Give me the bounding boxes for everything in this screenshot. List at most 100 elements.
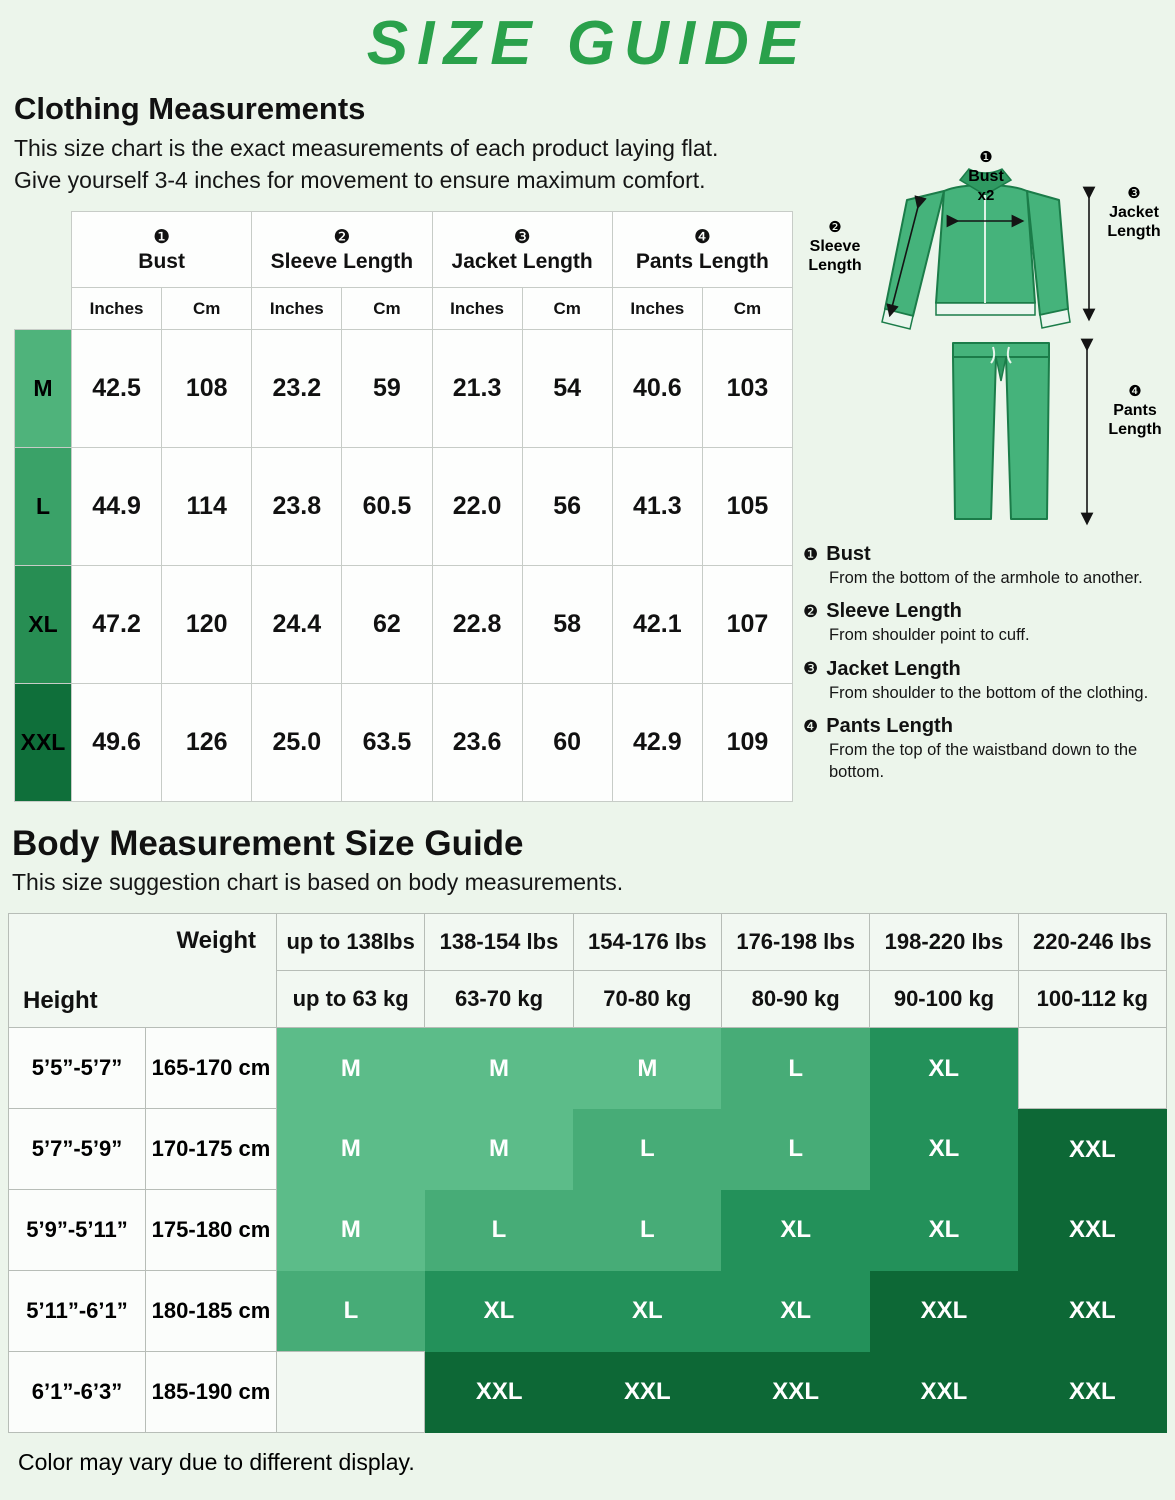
measurement-cell: 120 — [161, 565, 253, 685]
measurement-cell: 58 — [521, 565, 613, 685]
unit-header: Cm — [161, 287, 253, 331]
clothing-row-xl: XL 47.2 120 24.4 62 22.8 58 42.1 107 — [14, 565, 794, 685]
clothing-row-xxl: XXL 49.6 126 25.0 63.5 23.6 60 42.9 109 — [14, 683, 794, 803]
column-group-label: Pants Length — [635, 249, 769, 273]
measurement-cell: 42.9 — [611, 683, 703, 803]
column-group-bust: ❶ Bust — [70, 211, 253, 289]
column-group-label: Jacket Length — [451, 249, 593, 273]
measurement-cell: 62 — [341, 565, 433, 685]
legend-description: From shoulder point to cuff. — [829, 626, 1030, 645]
size-recommendation-cell: XL — [869, 1027, 1019, 1109]
clothing-measurements-section: Clothing Measurements This size chart is… — [0, 79, 1175, 803]
size-recommendation-cell: M — [276, 1108, 425, 1190]
unit-header: Inches — [70, 287, 163, 331]
measurement-cell: 25.0 — [251, 683, 343, 803]
size-recommendation-cell: L — [573, 1108, 722, 1190]
column-group-label: Bust — [138, 249, 185, 273]
size-recommendation-cell — [1017, 1027, 1168, 1110]
unit-header-row: Inches Cm Inches Cm Inches Cm Inches Cm — [15, 287, 794, 331]
pants-callout-label: Pants Length — [1108, 402, 1162, 438]
height-cm-cell: 165-170 cm — [145, 1027, 277, 1110]
legend-description: From the top of the waistband down to th… — [829, 741, 1138, 781]
jacket-length-callout: ❸ Jacket Length — [1099, 185, 1169, 241]
measurement-cell: 42.5 — [70, 329, 163, 449]
weight-header-kg: 80-90 kg — [720, 970, 871, 1029]
size-label: M — [14, 329, 72, 449]
column-group-jacket-length: ❸ Jacket Length — [431, 211, 613, 289]
clothing-row-m: M 42.5 108 23.2 59 21.3 54 40.6 103 — [14, 329, 794, 449]
legend-item-sleeve-length: ❷ Sleeve Length From shoulder point to c… — [803, 600, 1171, 646]
clothing-description-line1: This size chart is the exact measurement… — [14, 135, 719, 161]
legend-title: Pants Length — [826, 715, 953, 738]
legend-item-pants-length: ❹ Pants Length From the top of the waist… — [803, 715, 1171, 783]
unit-header: Inches — [251, 287, 343, 331]
height-cm-cell: 180-185 cm — [145, 1270, 277, 1353]
measurement-cell: 56 — [521, 447, 613, 567]
clothing-measurements-table: ❶ Bust ❷ Sleeve Length ❸ Jacket Length — [14, 211, 794, 803]
size-label: L — [14, 447, 72, 567]
weight-header-lbs: 176-198 lbs — [720, 913, 871, 972]
jacket-callout-label: Jacket Length — [1107, 204, 1161, 240]
body-row: 6’1”-6’3” 185-190 cm XXL XXL XXL XXL XXL — [8, 1351, 1167, 1434]
size-recommendation-cell: XXL — [573, 1351, 722, 1433]
size-recommendation-cell: XXL — [1018, 1270, 1167, 1352]
badge-4-icon: ❹ — [803, 716, 819, 736]
height-ft-cell: 5’9”-5’11” — [8, 1189, 146, 1272]
badge-1-icon: ❶ — [979, 149, 993, 166]
measurement-cell: 23.8 — [251, 447, 343, 567]
unit-header: Inches — [431, 287, 523, 331]
measurement-cell: 60 — [521, 683, 613, 803]
height-cm-cell: 185-190 cm — [145, 1351, 277, 1434]
measurement-cell: 49.6 — [70, 683, 163, 803]
measurement-cell: 54 — [521, 329, 613, 449]
garment-diagram: ❶ Bust x2 ❷ Sleeve Length ❸ Jacket Lengt… — [803, 133, 1171, 535]
weight-header-lbs: 220-246 lbs — [1017, 913, 1168, 972]
badge-3-icon: ❸ — [1127, 185, 1141, 202]
badge-3-icon: ❸ — [803, 659, 819, 679]
measurement-cell: 44.9 — [70, 447, 163, 567]
weight-header-kg: up to 63 kg — [275, 970, 426, 1029]
badge-4-icon: ❹ — [1128, 383, 1142, 400]
size-recommendation-cell: M — [424, 1027, 574, 1109]
measurement-cell: 60.5 — [341, 447, 433, 567]
size-label: XL — [14, 565, 72, 685]
legend-description: From shoulder to the bottom of the cloth… — [829, 683, 1149, 702]
sleeve-callout-label: Sleeve Length — [808, 238, 862, 274]
legend-item-bust: ❶ Bust From the bottom of the armhole to… — [803, 543, 1171, 589]
body-measurement-section: Body Measurement Size Guide This size su… — [0, 802, 1175, 1476]
unit-header: Cm — [701, 287, 794, 331]
size-recommendation-cell: XL — [869, 1189, 1019, 1271]
clothing-description-line2: Give yourself 3-4 inches for movement to… — [14, 166, 706, 193]
weight-header-lbs: 154-176 lbs — [572, 913, 722, 972]
column-group-pants-length: ❹ Pants Length — [611, 211, 794, 289]
height-ft-cell: 5’11”-6’1” — [8, 1270, 146, 1353]
weight-header-kg: 70-80 kg — [572, 970, 722, 1029]
measurement-cell: 63.5 — [341, 683, 433, 803]
size-recommendation-cell: L — [721, 1027, 870, 1109]
size-recommendation-cell: XXL — [869, 1351, 1019, 1433]
color-disclaimer: Color may vary due to different display. — [18, 1449, 415, 1476]
weight-header-lbs: 198-220 lbs — [869, 913, 1019, 972]
weight-header-lbs: 138-154 lbs — [424, 913, 574, 972]
measurement-cell: 21.3 — [431, 329, 523, 449]
size-recommendation-cell: XXL — [1018, 1351, 1167, 1433]
measurement-cell: 40.6 — [611, 329, 703, 449]
size-recommendation-cell: XXL — [1018, 1108, 1167, 1190]
page-title: SIZE GUIDE — [366, 9, 809, 78]
badge-2-icon: ❷ — [828, 219, 842, 236]
weight-lbs-header-row: Weight Height up to 138lbs 138-154 lbs 1… — [8, 913, 1168, 1029]
size-recommendation-cell: M — [276, 1189, 425, 1271]
body-row: 5’7”-5’9” 170-175 cm M M L L XL XXL — [8, 1108, 1167, 1191]
measurement-cell: 105 — [701, 447, 794, 567]
size-recommendation-cell: XXL — [721, 1351, 870, 1433]
measurement-arrows — [886, 186, 1096, 526]
measurement-cell: 23.6 — [431, 683, 523, 803]
body-row: 5’9”-5’11” 175-180 cm M L L XL XL XXL — [8, 1189, 1167, 1272]
size-recommendation-cell: XL — [573, 1270, 722, 1352]
measurement-cell: 59 — [341, 329, 433, 449]
weight-kg-header-row: up to 63 kg 63-70 kg 70-80 kg 80-90 kg 9… — [9, 970, 1168, 1029]
size-recommendation-cell: L — [721, 1108, 870, 1190]
measurement-legend: ❶ Bust From the bottom of the armhole to… — [803, 543, 1171, 783]
size-recommendation-cell — [275, 1351, 426, 1434]
measurement-cell: 42.1 — [611, 565, 703, 685]
